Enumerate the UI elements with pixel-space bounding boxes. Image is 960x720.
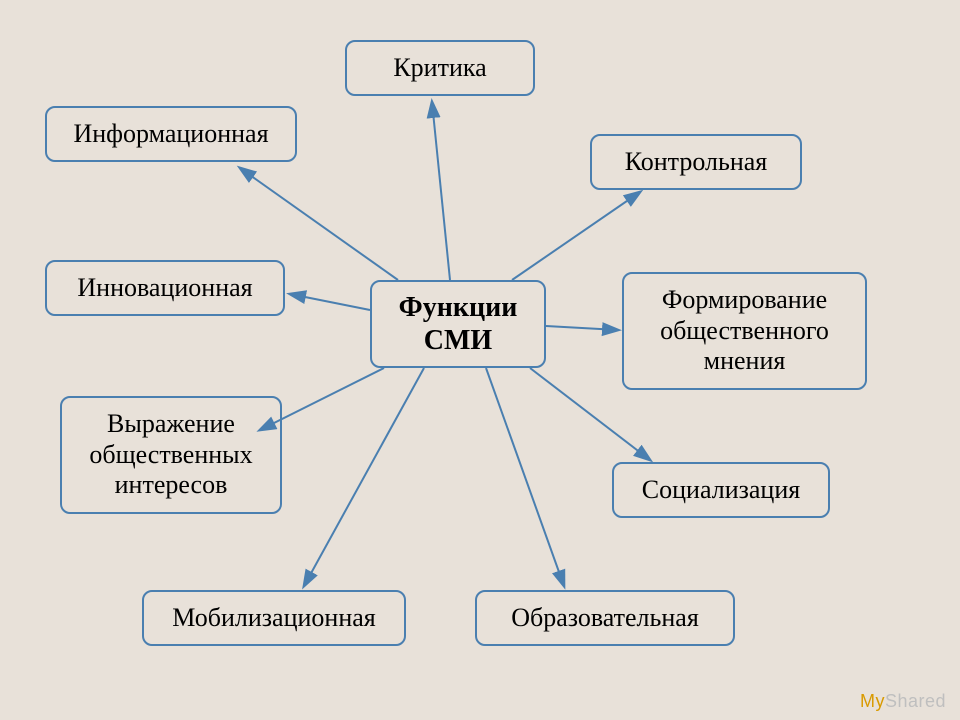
arrow: [512, 192, 640, 280]
leaf-node-social: Социализация: [612, 462, 830, 518]
arrow: [486, 368, 564, 586]
arrow: [546, 326, 618, 330]
center-label: ФункцииСМИ: [399, 291, 518, 357]
leaf-node-critique: Критика: [345, 40, 535, 96]
leaf-node-mobil: Мобилизационная: [142, 590, 406, 646]
center-node: ФункцииСМИ: [370, 280, 546, 368]
leaf-node-info: Информационная: [45, 106, 297, 162]
leaf-innov-label: Инновационная: [77, 273, 252, 304]
leaf-mobil-label: Мобилизационная: [172, 603, 375, 634]
arrow: [290, 294, 370, 310]
leaf-node-innov: Инновационная: [45, 260, 285, 316]
leaf-social-label: Социализация: [642, 475, 800, 506]
watermark: MyShared: [860, 691, 946, 712]
leaf-node-opinion: Формированиеобщественногомнения: [622, 272, 867, 390]
leaf-control-label: Контрольная: [625, 147, 768, 178]
leaf-info-label: Информационная: [73, 119, 268, 150]
leaf-node-control: Контрольная: [590, 134, 802, 190]
arrow: [432, 102, 450, 280]
leaf-opinion-label: Формированиеобщественногомнения: [660, 285, 829, 377]
leaf-edu-label: Образовательная: [511, 603, 699, 634]
leaf-node-edu: Образовательная: [475, 590, 735, 646]
leaf-node-interests: Выражениеобщественныхинтересов: [60, 396, 282, 514]
leaf-interests-label: Выражениеобщественныхинтересов: [89, 409, 252, 501]
diagram-canvas: ФункцииСМИ Критика Информационная Контрольн…: [0, 0, 960, 720]
leaf-critique-label: Критика: [393, 53, 486, 84]
arrow: [304, 368, 424, 586]
